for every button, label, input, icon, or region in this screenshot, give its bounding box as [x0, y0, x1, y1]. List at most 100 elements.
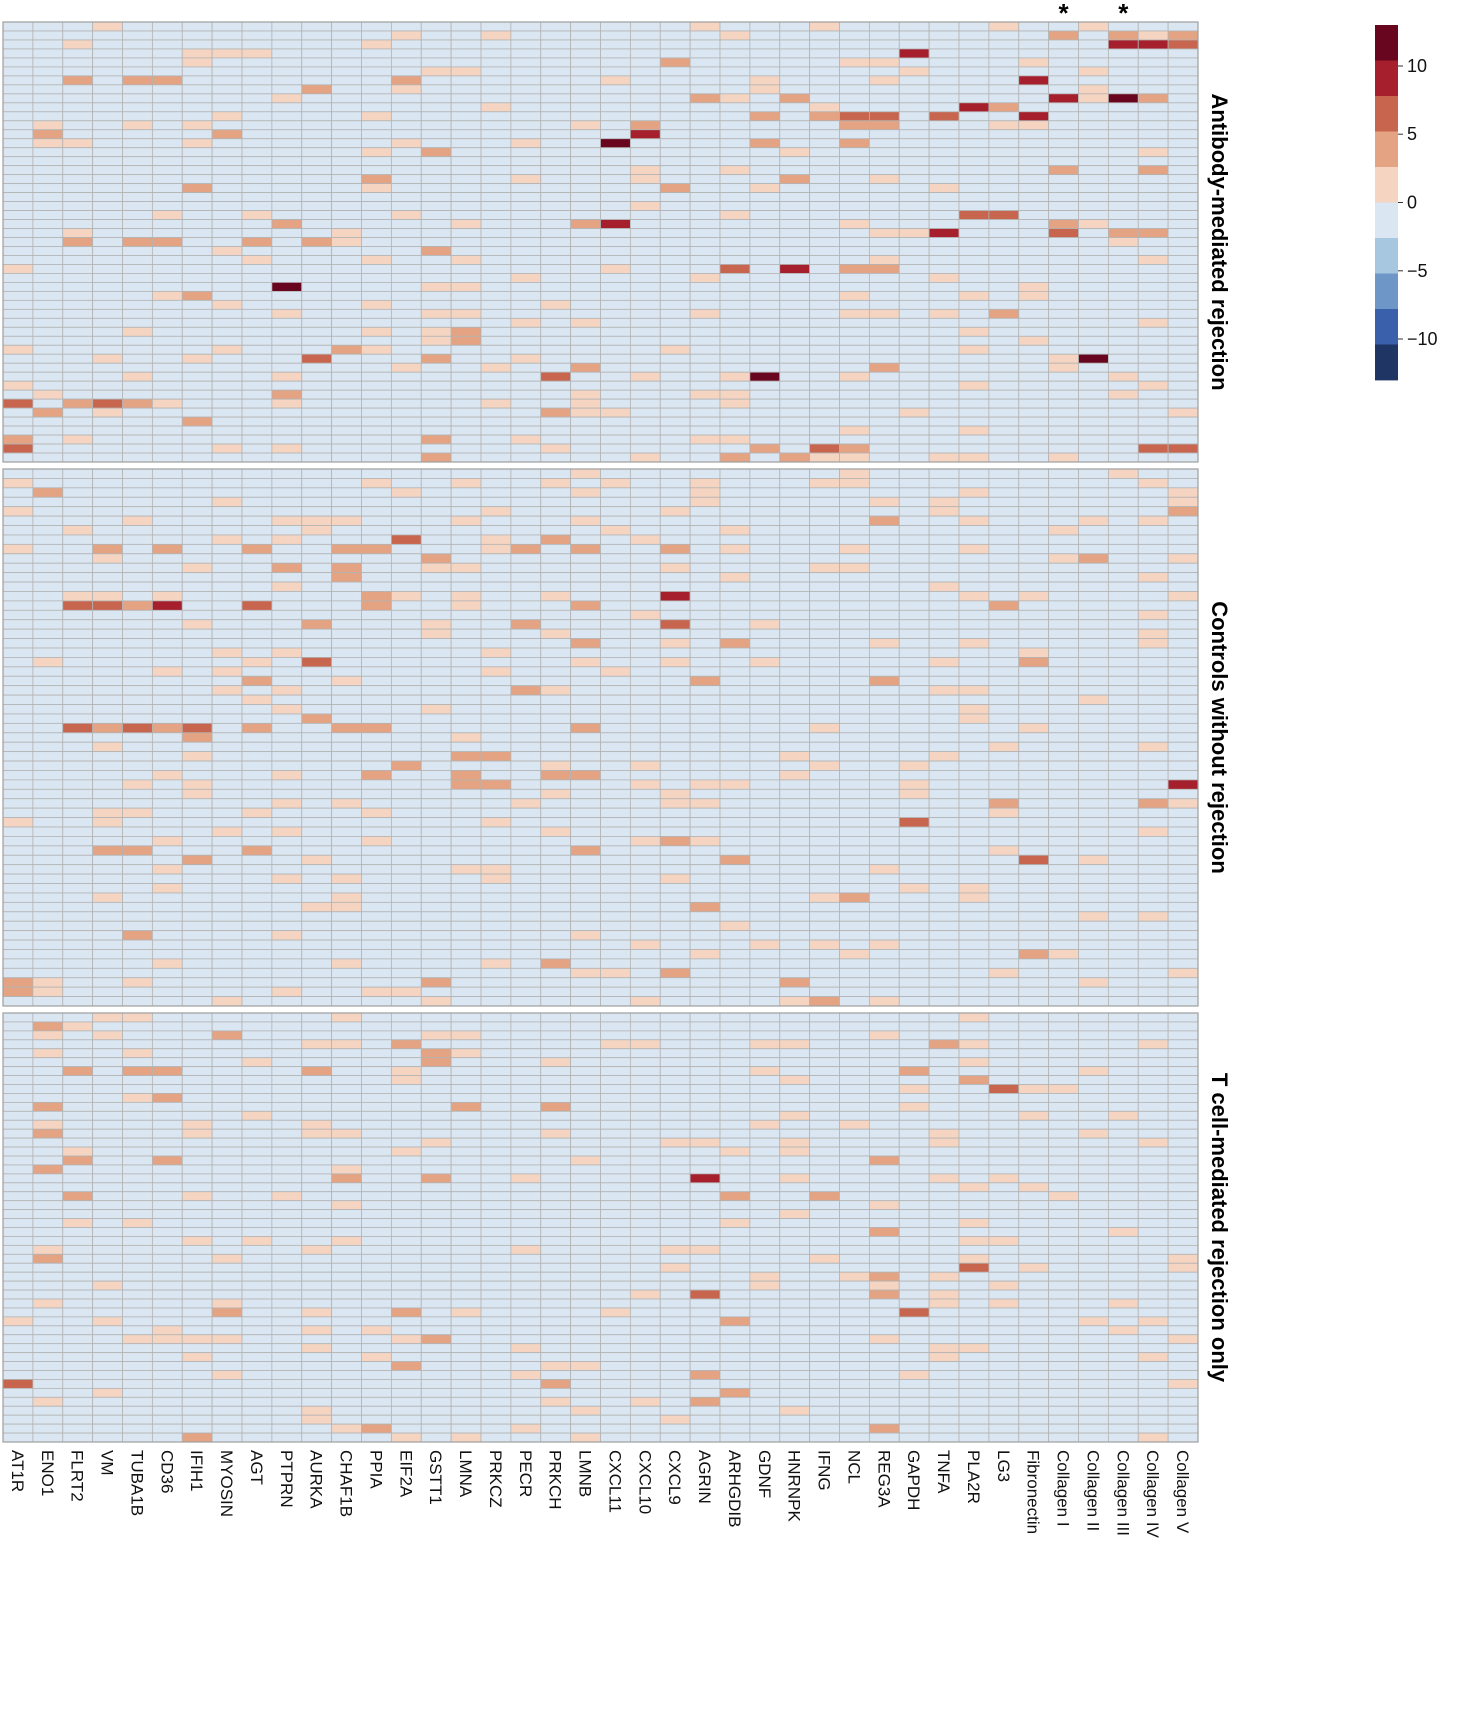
- heatmap-cell: [868, 1066, 900, 1076]
- heatmap-cell: [62, 619, 94, 630]
- heatmap-cell: [122, 628, 153, 639]
- heatmap-cell: [32, 30, 64, 41]
- heatmap-cell: [719, 515, 751, 526]
- heatmap-cell: [749, 468, 781, 479]
- heatmap-cell: [62, 845, 94, 856]
- heatmap-cell: [331, 326, 362, 337]
- heatmap-cell: [809, 174, 840, 185]
- heatmap-cell: [1137, 156, 1169, 167]
- heatmap-cell: [32, 21, 64, 32]
- heatmap-cell: [480, 1039, 512, 1050]
- heatmap-cell: [868, 138, 900, 149]
- heatmap-cell: [988, 798, 1020, 809]
- heatmap-cell: [1078, 958, 1109, 969]
- heatmap-cell: [1018, 21, 1050, 32]
- heatmap-cell: [779, 75, 811, 86]
- heatmap-cell: [928, 572, 960, 583]
- heatmap-cell: [450, 600, 482, 611]
- heatmap-cell: [689, 534, 721, 545]
- heatmap-cell: [1048, 416, 1079, 427]
- heatmap-cell: [958, 48, 990, 59]
- heatmap-cell: [361, 572, 392, 583]
- heatmap-cell: [570, 443, 601, 454]
- heatmap-cell: [92, 788, 123, 800]
- heatmap-cell: [868, 1012, 900, 1023]
- heatmap-cell: [181, 845, 213, 856]
- heatmap-cell: [928, 120, 960, 131]
- heatmap-cell: [92, 873, 123, 884]
- heatmap-cell: [62, 21, 94, 32]
- heatmap-cell: [241, 496, 273, 508]
- heatmap-cell: [450, 1093, 482, 1103]
- heatmap-cell: [600, 704, 631, 715]
- heatmap-cell: [540, 443, 572, 454]
- heatmap-cell: [271, 299, 303, 310]
- heatmap-cell: [510, 741, 542, 753]
- heatmap-cell: [2, 958, 34, 969]
- heatmap-cell: [301, 389, 333, 400]
- heatmap-cell: [839, 760, 870, 771]
- heatmap-cell: [928, 443, 960, 454]
- heatmap-cell: [1078, 1101, 1109, 1112]
- heatmap-cell: [839, 264, 870, 274]
- heatmap-cell: [779, 183, 811, 194]
- heatmap-cell: [689, 770, 721, 781]
- heatmap-cell: [868, 317, 900, 328]
- heatmap-cell: [839, 1057, 870, 1068]
- heatmap-cell: [301, 201, 333, 211]
- heatmap-cell: [809, 219, 840, 229]
- heatmap-cell: [1018, 1164, 1050, 1175]
- heatmap-cell: [390, 657, 422, 668]
- heatmap-cell: [1048, 487, 1079, 498]
- heatmap-cell: [510, 48, 542, 59]
- heatmap-cell: [839, 147, 870, 158]
- heatmap-cell: [1137, 911, 1169, 922]
- heatmap-cell: [809, 165, 840, 176]
- heatmap-cell: [1137, 1048, 1169, 1059]
- heatmap-cell: [2, 443, 34, 454]
- heatmap-cell: [122, 371, 153, 382]
- heatmap-cell: [629, 282, 661, 292]
- heatmap-cell: [301, 619, 333, 630]
- heatmap-cell: [181, 407, 213, 418]
- heatmap-cell: [809, 1030, 840, 1041]
- heatmap-cell: [570, 1084, 601, 1094]
- heatmap-cell: [331, 600, 362, 611]
- heatmap-cell: [420, 657, 452, 668]
- heatmap-cell: [659, 496, 691, 508]
- heatmap-cell: [600, 192, 631, 202]
- heatmap-cell: [211, 901, 243, 913]
- heatmap-cell: [331, 817, 362, 828]
- heatmap-cell: [211, 600, 243, 611]
- heatmap-cell: [958, 335, 990, 346]
- heatmap-cell: [809, 779, 840, 790]
- heatmap-cell: [420, 1110, 452, 1121]
- heatmap-cell: [241, 317, 273, 328]
- heatmap-cell: [1137, 817, 1169, 828]
- heatmap-cell: [659, 967, 691, 979]
- heatmap-cell: [151, 443, 183, 454]
- heatmap-cell: [958, 1021, 990, 1032]
- heatmap-cell: [122, 543, 153, 555]
- heatmap-cell: [301, 760, 333, 771]
- heatmap-cell: [1078, 407, 1109, 418]
- heatmap-cell: [1078, 1146, 1109, 1157]
- heatmap-cell: [868, 66, 900, 77]
- heatmap-cell: [331, 1101, 362, 1112]
- heatmap-cell: [331, 416, 362, 427]
- heatmap-cell: [420, 282, 452, 292]
- heatmap-cell: [480, 30, 512, 41]
- heatmap-cell: [1137, 468, 1169, 479]
- heatmap-cell: [749, 854, 781, 866]
- heatmap-cell: [1048, 986, 1079, 997]
- heatmap-cell: [92, 425, 123, 436]
- heatmap-cell: [62, 836, 94, 847]
- heatmap-cell: [62, 685, 94, 696]
- heatmap-cell: [898, 84, 930, 95]
- heatmap-cell: [480, 282, 512, 292]
- heatmap-cell: [271, 246, 303, 256]
- heatmap-cell: [510, 657, 542, 668]
- heatmap-cell: [390, 958, 422, 969]
- heatmap-cell: [540, 487, 572, 498]
- heatmap-cell: [331, 920, 362, 932]
